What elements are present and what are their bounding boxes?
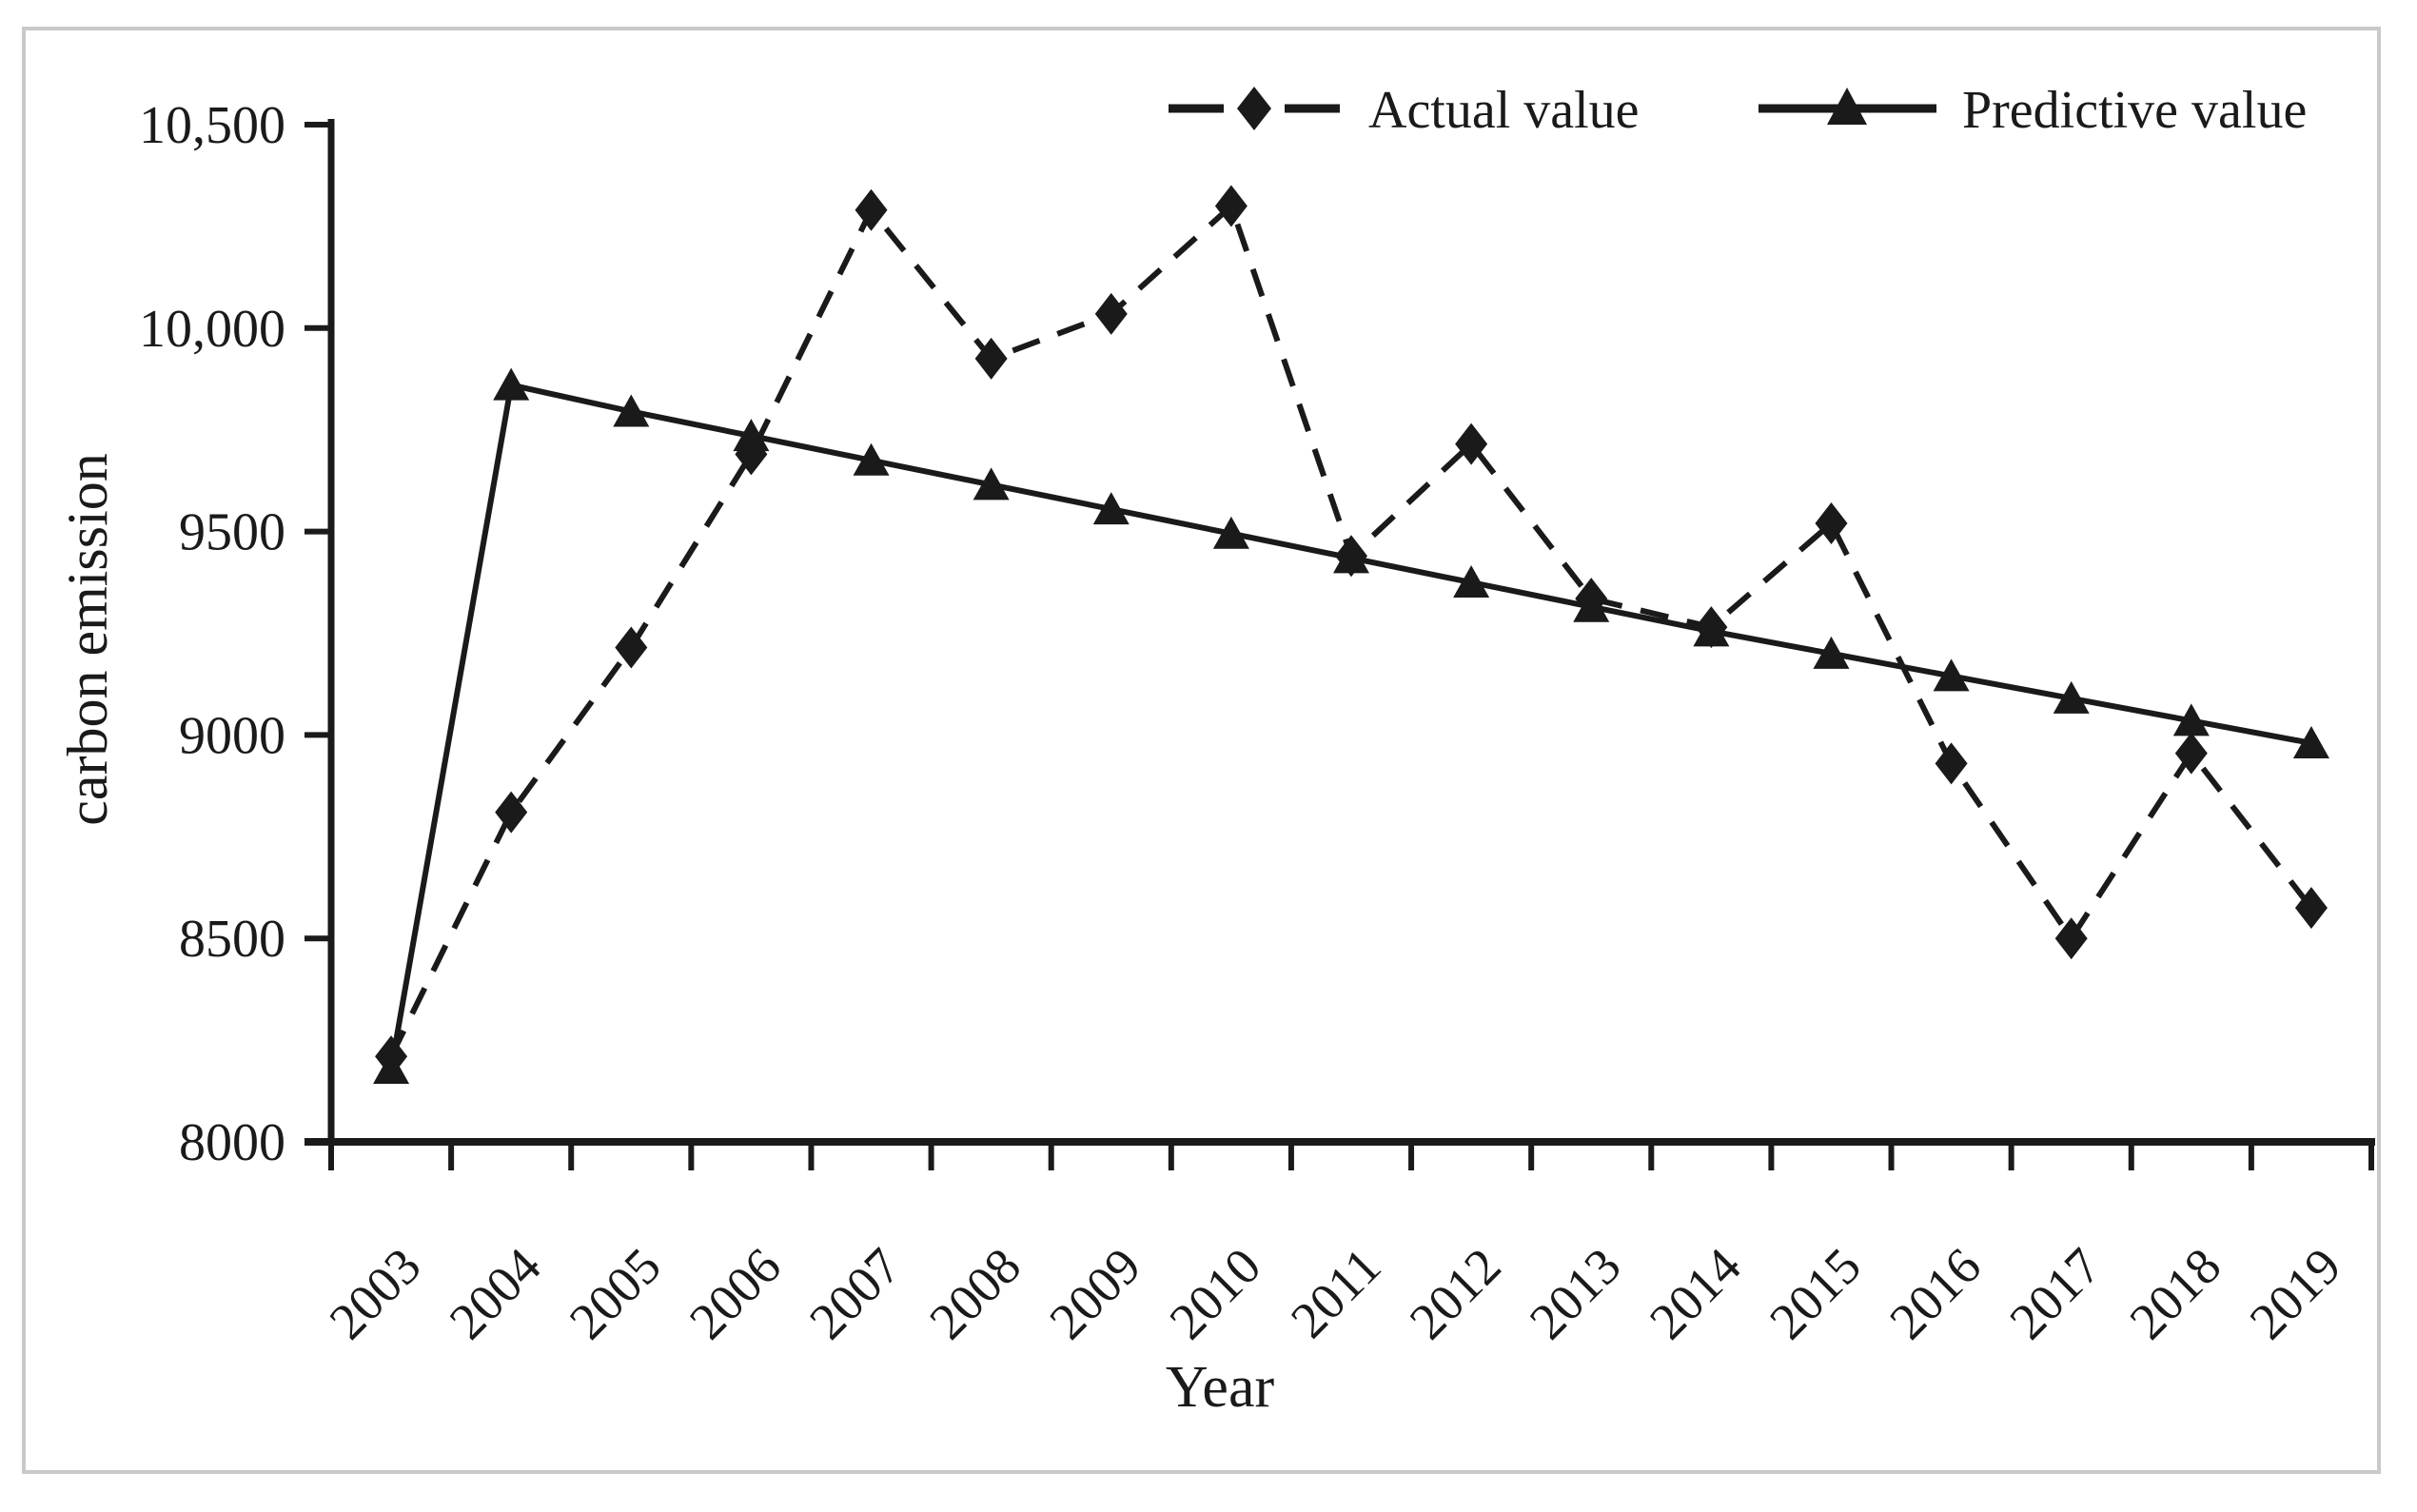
x-axis-title: Year xyxy=(1166,1355,1275,1420)
diamond-marker-icon xyxy=(1815,502,1848,545)
diamond-marker-icon xyxy=(2054,917,2088,960)
diamond-marker-icon xyxy=(1094,292,1128,335)
y-tick-label: 9000 xyxy=(179,706,285,765)
triangle-marker-icon xyxy=(2292,725,2329,758)
x-tick-label: 2012 xyxy=(1399,1237,1512,1350)
triangle-marker-icon xyxy=(493,367,530,401)
data-series xyxy=(373,185,2329,1085)
diamond-marker-icon xyxy=(495,791,528,834)
diamond-marker-icon xyxy=(1214,185,1248,227)
diamond-marker-icon xyxy=(855,188,888,231)
x-tick-label: 2003 xyxy=(319,1237,432,1350)
y-axis-ticks xyxy=(305,122,331,1145)
x-tick-label: 2005 xyxy=(559,1237,672,1350)
axes xyxy=(305,119,2375,1146)
x-tick-label: 2006 xyxy=(678,1237,792,1350)
triangle-marker-icon xyxy=(1212,516,1249,549)
legend: Actual value Predictive value xyxy=(1169,81,2307,140)
diamond-marker-icon xyxy=(615,626,648,669)
legend-entry-actual: Actual value xyxy=(1169,81,1640,140)
x-tick-label: 2015 xyxy=(1759,1237,1872,1350)
x-tick-label: 2007 xyxy=(798,1237,912,1350)
diamond-marker-icon xyxy=(1935,742,1968,785)
y-tick-labels: 8000 8500 9000 9500 10,000 10,500 xyxy=(139,96,285,1172)
diamond-marker-icon xyxy=(375,1035,408,1078)
legend-label-actual: Actual value xyxy=(1368,81,1640,140)
series-predictive xyxy=(373,367,2329,1085)
y-tick-label: 10,500 xyxy=(139,96,285,155)
diamond-marker-icon xyxy=(1335,535,1367,578)
solid-line xyxy=(388,382,2312,1070)
y-axis-title: carbon emission xyxy=(56,453,119,826)
x-tick-label: 2019 xyxy=(2239,1237,2352,1350)
diamond-marker-icon xyxy=(1575,578,1608,620)
diamond-marker-icon xyxy=(1237,87,1271,130)
x-tick-label: 2016 xyxy=(1878,1237,1992,1350)
x-tick-label: 2009 xyxy=(1038,1237,1151,1350)
triangle-marker-icon xyxy=(1827,88,1867,125)
x-tick-label: 2010 xyxy=(1159,1237,1272,1350)
dashed-line xyxy=(388,201,2314,1058)
triangle-marker-icon xyxy=(2172,703,2210,736)
diamond-marker-icon xyxy=(2174,732,2208,775)
diamond-marker-icon xyxy=(974,337,1008,380)
x-tick-label: 2004 xyxy=(439,1237,552,1350)
triangle-marker-icon xyxy=(2053,680,2090,714)
x-tick-label: 2008 xyxy=(918,1237,1032,1350)
diamond-marker-icon xyxy=(2294,887,2328,930)
x-tick-label: 2017 xyxy=(1998,1237,2112,1350)
x-tick-label: 2014 xyxy=(1639,1237,1752,1350)
triangle-marker-icon xyxy=(973,467,1010,501)
legend-entry-predictive: Predictive value xyxy=(1759,81,2307,140)
figure-border xyxy=(22,27,2381,1474)
triangle-marker-icon xyxy=(1092,492,1130,525)
x-axis-ticks xyxy=(328,1142,2374,1170)
diamond-marker-icon xyxy=(1455,422,1488,465)
y-tick-label: 9500 xyxy=(179,503,285,562)
series-actual xyxy=(375,185,2328,1078)
diamond-marker-icon xyxy=(735,433,768,476)
x-tick-labels: 2003 2004 2005 2006 2007 2008 2009 2010 2011 2012… xyxy=(319,1237,2352,1350)
triangle-marker-icon xyxy=(853,442,890,476)
y-tick-label: 10,000 xyxy=(139,300,285,359)
triangle-marker-icon xyxy=(1453,565,1490,599)
triangle-marker-icon xyxy=(1813,636,1850,669)
diamond-marker-icon xyxy=(1695,606,1728,649)
y-tick-label: 8000 xyxy=(179,1113,285,1172)
x-tick-label: 2011 xyxy=(1280,1237,1391,1348)
y-tick-label: 8500 xyxy=(179,910,285,969)
triangle-marker-icon xyxy=(613,394,650,427)
x-tick-label: 2013 xyxy=(1519,1237,1632,1350)
legend-label-predictive: Predictive value xyxy=(1962,81,2307,140)
triangle-marker-icon xyxy=(1933,658,1970,692)
x-tick-label: 2018 xyxy=(2119,1237,2232,1350)
